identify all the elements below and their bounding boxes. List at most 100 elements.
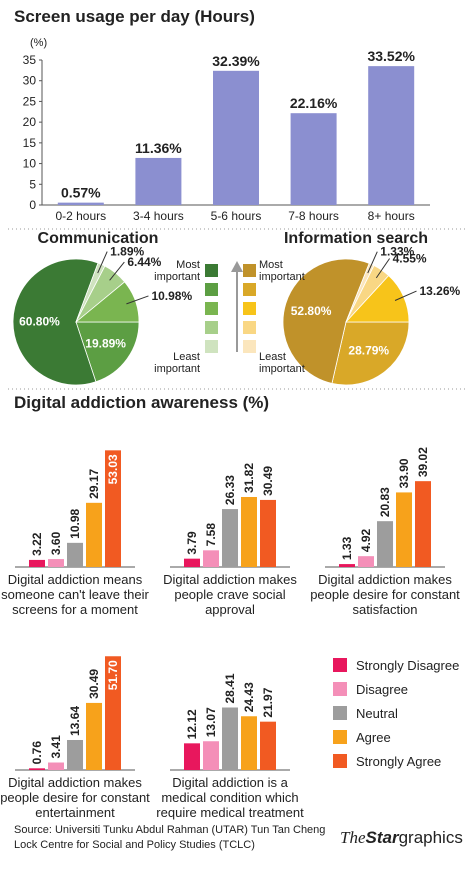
bar — [203, 550, 219, 567]
category-label: Digital addiction makes people crave soc… — [163, 572, 297, 617]
y-tick-label: 5 — [29, 177, 36, 191]
legend-swatch — [243, 340, 256, 353]
bar — [203, 741, 219, 770]
value-label: 30.49 — [87, 669, 101, 699]
logo-the: The — [340, 828, 366, 847]
legend-swatch — [243, 264, 256, 277]
pie-title: Communication — [38, 230, 159, 247]
bar — [260, 721, 276, 770]
logo-graphics: graphics — [398, 828, 463, 847]
leader-line — [367, 251, 378, 274]
bar — [67, 542, 83, 567]
value-label: 33.52% — [367, 48, 415, 64]
legend-swatch — [205, 283, 218, 296]
y-tick-label: 35 — [23, 53, 37, 67]
bar — [241, 716, 257, 770]
value-label: 3.79 — [185, 531, 199, 555]
logo: TheStargraphics — [340, 828, 463, 848]
value-label: 39.02 — [416, 447, 430, 477]
value-label: 31.82 — [242, 463, 256, 493]
legend-swatch — [333, 682, 347, 696]
bar — [57, 202, 104, 205]
x-tick-label: 0-2 hours — [55, 209, 106, 223]
bar — [29, 559, 45, 567]
value-label: 4.92 — [359, 528, 373, 552]
bar — [358, 556, 374, 567]
value-label: 10.98 — [68, 508, 82, 538]
x-tick-label: 8+ hours — [368, 209, 415, 223]
legend-swatch — [205, 321, 218, 334]
value-label: 28.41 — [223, 673, 237, 703]
bar — [377, 521, 393, 567]
pie-slice — [75, 321, 140, 383]
y-tick-label: 0 — [29, 198, 36, 212]
chart-title: Screen usage per day (Hours) — [14, 7, 255, 26]
slice-label: 1.89% — [110, 245, 144, 259]
bar — [105, 450, 121, 567]
bar — [86, 702, 102, 770]
y-axis-label: (%) — [30, 37, 47, 49]
value-label: 7.58 — [204, 523, 218, 547]
value-label: 13.07 — [204, 707, 218, 737]
value-label: 3.60 — [49, 531, 63, 555]
slice-label: 6.44% — [127, 255, 161, 269]
value-label: 20.83 — [378, 487, 392, 517]
legend-label: Most important — [259, 259, 305, 283]
value-label: 0.76 — [30, 741, 44, 765]
value-label: 53.03 — [106, 454, 120, 484]
legend-label: Least important — [259, 351, 305, 375]
value-label: 12.12 — [185, 709, 199, 739]
slice-label: 19.89% — [85, 336, 126, 350]
y-tick-label: 15 — [23, 136, 37, 150]
bar — [260, 499, 276, 567]
bar — [29, 768, 45, 770]
legend-label: Disagree — [356, 682, 408, 697]
value-label: 32.39% — [212, 53, 260, 69]
category-label: Digital addiction means someone can't le… — [1, 572, 149, 617]
category-label: Digital addiction is a medical condition… — [156, 775, 304, 820]
legend-swatch — [205, 302, 218, 315]
bar — [184, 743, 200, 770]
value-label: 13.64 — [68, 706, 82, 736]
bar — [290, 113, 337, 205]
slice-label: 28.79% — [348, 344, 389, 358]
value-label: 33.90 — [397, 458, 411, 488]
legend-swatch — [333, 658, 347, 672]
legend-swatch — [243, 283, 256, 296]
leader-line — [126, 295, 149, 305]
slice-label: 10.98% — [151, 289, 192, 303]
bar — [67, 739, 83, 770]
legend-swatch — [333, 730, 347, 744]
section-title: Digital addiction awareness (%) — [14, 393, 269, 412]
category-label: Digital addiction makes people desire fo… — [0, 775, 150, 820]
bar — [48, 559, 64, 567]
value-label: 22.16% — [290, 95, 338, 111]
bar — [48, 762, 64, 770]
category-label: Digital addiction makes people desire fo… — [310, 572, 460, 617]
value-label: 51.70 — [106, 660, 120, 690]
bar — [135, 157, 182, 205]
y-tick-label: 20 — [23, 115, 37, 129]
x-tick-label: 5-6 hours — [211, 209, 262, 223]
bar — [368, 66, 415, 205]
slice-label: 52.80% — [291, 304, 332, 318]
bar — [241, 496, 257, 567]
legend-label: Neutral — [356, 706, 398, 721]
logo-star: Star — [365, 828, 399, 847]
legend-swatch — [205, 340, 218, 353]
bar — [213, 70, 259, 205]
leader-line — [97, 251, 108, 274]
legend-swatch — [333, 706, 347, 720]
value-label: 0.57% — [61, 185, 101, 201]
pie-slice — [12, 258, 99, 386]
legend-swatch — [243, 302, 256, 315]
source: Source: Universiti Tunku Abdul Rahman (U… — [14, 824, 326, 851]
legend-label: Most important — [154, 259, 200, 283]
leader-line — [375, 258, 391, 279]
value-label: 3.22 — [30, 532, 44, 556]
slice-label: 60.80% — [19, 314, 60, 328]
arrow-head — [231, 261, 243, 272]
x-tick-label: 7-8 hours — [288, 209, 339, 223]
bar — [339, 564, 355, 567]
